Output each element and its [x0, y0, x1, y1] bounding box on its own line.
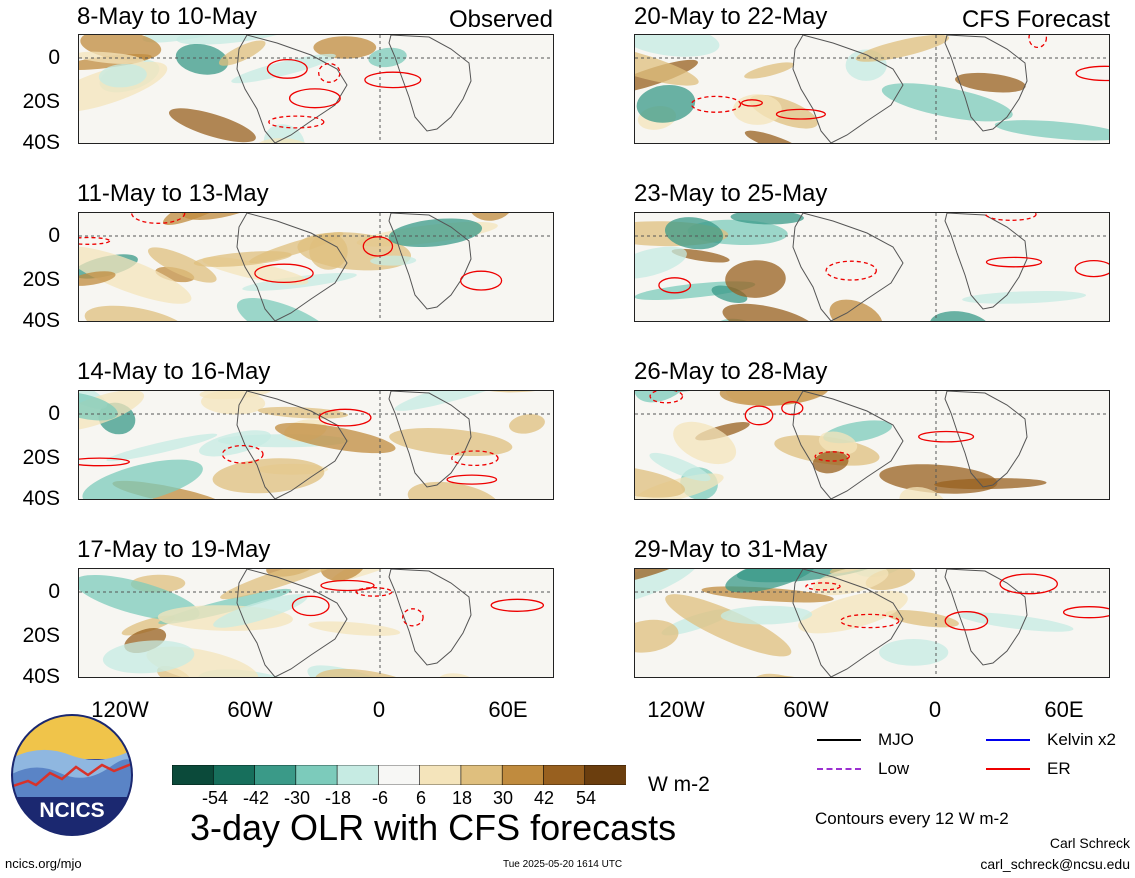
- legend-line-low: [817, 768, 861, 770]
- colorbar-label: -42: [242, 788, 269, 808]
- panel-title: 17-May to 19-May: [77, 536, 271, 563]
- x-tick-label: 60E: [488, 697, 528, 722]
- forecast-label: CFS Forecast: [961, 6, 1110, 33]
- y-tick-label: 20S: [22, 90, 60, 113]
- y-tick-label: 0: [48, 224, 60, 247]
- olr-map-panel: [78, 212, 554, 322]
- y-tick-label: 0: [48, 580, 60, 603]
- colorbar-label: -18: [324, 788, 351, 808]
- colorbar-label: 6: [415, 788, 426, 808]
- x-tick-label: 120W: [91, 697, 149, 722]
- panel-title: 26-May to 28-May: [634, 358, 828, 385]
- y-tick-label: 40S: [22, 309, 60, 332]
- colorbar-label: 30: [492, 788, 514, 808]
- x-tick-label: 0: [928, 697, 942, 722]
- y-tick-label: 20S: [22, 268, 60, 291]
- panel-title: 29-May to 31-May: [634, 536, 828, 563]
- y-tick-label: 0: [48, 46, 60, 69]
- olr-map-panel: [78, 568, 554, 678]
- colorbar: [171, 764, 627, 786]
- colorbar-label: -54: [201, 788, 228, 808]
- panel-title: 20-May to 22-May: [634, 3, 828, 30]
- colorbar-label: -6: [371, 788, 388, 808]
- colorbar-swatch: [543, 764, 586, 786]
- olr-map-panel: [634, 212, 1110, 322]
- olr-map-panel: [634, 34, 1110, 144]
- colorbar-swatch: [254, 764, 297, 786]
- website-link[interactable]: ncics.org/mjo: [5, 856, 82, 871]
- olr-map-panel: [634, 568, 1110, 678]
- colorbar-swatch: [419, 764, 462, 786]
- legend-label-kelvin: Kelvin x2: [1047, 730, 1116, 749]
- x-tick-label: 0: [372, 697, 386, 722]
- colorbar-swatch: [501, 764, 545, 786]
- x-tick-label: 60W: [227, 697, 273, 722]
- legend-label-er: ER: [1047, 759, 1071, 778]
- legend-label-low: Low: [878, 759, 910, 778]
- legend-label-mjo: MJO: [878, 730, 914, 749]
- y-tick-label: 20S: [22, 446, 60, 469]
- author-name: Carl Schreck: [1049, 835, 1130, 851]
- colorbar-swatch: [460, 764, 503, 786]
- logo-text: NCICS: [39, 799, 104, 822]
- figure-title: 3-day OLR with CFS forecasts: [190, 807, 677, 848]
- panel-title: 23-May to 25-May: [634, 180, 828, 207]
- y-tick-label: 40S: [22, 487, 60, 510]
- timestamp: Tue 2025-05-20 1614 UTC: [503, 859, 623, 870]
- colorbar-swatch: [295, 764, 338, 786]
- colorbar-label: -30: [283, 788, 310, 808]
- panel-title: 8-May to 10-May: [77, 3, 258, 30]
- panel-title: 11-May to 13-May: [77, 180, 269, 207]
- colorbar-swatch: [584, 764, 627, 786]
- author-email: carl_schreck@ncsu.edu: [980, 856, 1130, 872]
- colorbar-swatch: [212, 764, 256, 786]
- y-tick-label: 20S: [22, 624, 60, 647]
- colorbar-swatch: [336, 764, 379, 786]
- colorbar-swatch: [378, 764, 421, 786]
- colorbar-label: 42: [533, 788, 555, 808]
- olr-map-panel: [634, 390, 1110, 500]
- x-tick-label: 120W: [647, 697, 705, 722]
- y-tick-label: 0: [48, 402, 60, 425]
- legend-line-kelvin: [986, 739, 1030, 741]
- legend-line-er: [986, 768, 1030, 770]
- olr-map-panel: [78, 390, 554, 500]
- ncics-logo: NCICS: [10, 713, 134, 837]
- contour-note: Contours every 12 W m-2: [815, 809, 1009, 828]
- observed-label: Observed: [448, 6, 553, 33]
- y-tick-label: 40S: [22, 131, 60, 154]
- panel-title: 14-May to 16-May: [77, 358, 271, 385]
- colorbar-swatch: [171, 764, 214, 786]
- x-tick-label: 60E: [1044, 697, 1084, 722]
- legend-line-mjo: [817, 739, 861, 741]
- colorbar-label: 18: [451, 788, 473, 808]
- olr-map-panel: [78, 34, 554, 144]
- colorbar-label: 54: [575, 788, 597, 808]
- colorbar-unit: W m-2: [648, 773, 710, 796]
- y-tick-label: 40S: [22, 665, 60, 688]
- x-tick-label: 60W: [783, 697, 829, 722]
